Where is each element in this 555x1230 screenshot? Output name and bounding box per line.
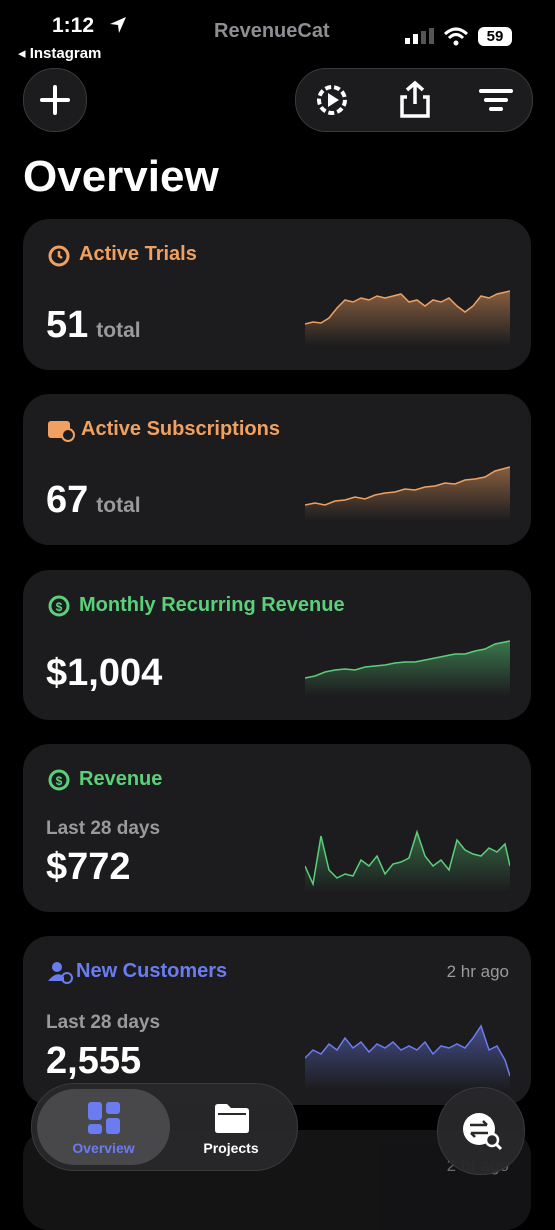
tab-label: Overview <box>72 1140 135 1156</box>
card-value: 67 total <box>46 479 141 522</box>
card-active-subscriptions[interactable]: Active Subscriptions 67 total <box>23 394 531 545</box>
tab-label: Projects <box>203 1140 259 1156</box>
card-mrr[interactable]: $ Monthly Recurring Revenue $1,004 <box>23 570 531 720</box>
tab-overview[interactable]: Overview <box>37 1089 170 1165</box>
sparkline <box>305 466 510 521</box>
card-title: New Customers <box>76 960 228 982</box>
tab-bar: Overview Projects <box>31 1083 298 1171</box>
settings-button[interactable] <box>314 82 350 118</box>
sparkline <box>305 640 510 696</box>
revenue-icon: $ <box>48 769 70 791</box>
signal <box>405 28 434 44</box>
value: 67 <box>46 479 89 521</box>
time: 1:12 <box>52 14 95 37</box>
sparkline <box>305 1024 510 1090</box>
card-title: Revenue <box>79 768 163 790</box>
tab-projects[interactable]: Projects <box>170 1089 292 1165</box>
card-new-customers[interactable]: New Customers 2 hr ago Last 28 days 2,55… <box>23 936 531 1105</box>
search-button[interactable] <box>437 1087 525 1175</box>
plus-icon <box>40 85 70 115</box>
card-title: Active Trials <box>79 243 197 265</box>
filter-button[interactable] <box>478 85 514 115</box>
search-icon <box>463 1113 503 1151</box>
screen: {"status_bar": {"time": "1:12", "back_ap… <box>18 14 533 1230</box>
battery: 59 <box>478 27 512 46</box>
share-button[interactable] <box>397 80 433 120</box>
toolbar <box>295 68 533 132</box>
card-title: Monthly Recurring Revenue <box>79 594 345 616</box>
trials-icon <box>48 245 70 267</box>
card-title: Active Subscriptions <box>81 418 280 440</box>
overview-icon <box>88 1102 120 1134</box>
card-value: 51 total <box>46 304 141 347</box>
unit: total <box>96 319 141 342</box>
value: 51 <box>46 304 89 346</box>
card-active-trials[interactable]: Active Trials 51 total <box>23 219 531 370</box>
back-app: Instagram <box>29 45 102 62</box>
wifi <box>443 27 469 46</box>
card-value: $772 <box>46 846 131 888</box>
unit: total <box>96 494 141 517</box>
svg-text:$: $ <box>56 600 63 614</box>
subscriptions-icon <box>48 421 75 442</box>
card-value: $1,004 <box>46 652 163 694</box>
customers-icon <box>48 962 73 984</box>
updated-time: 2 hr ago <box>446 962 509 981</box>
back-link[interactable]: ◂ Instagram <box>18 45 102 62</box>
svg-text:$: $ <box>56 774 63 788</box>
add-button[interactable] <box>23 68 87 132</box>
card-revenue[interactable]: $ Revenue Last 28 days $772 <box>23 744 531 912</box>
mrr-icon: $ <box>48 595 70 617</box>
projects-icon <box>215 1104 249 1133</box>
sparkline <box>305 829 510 892</box>
sparkline <box>305 290 510 346</box>
card-subtitle: Last 28 days <box>46 1012 161 1033</box>
location-icon <box>110 17 126 33</box>
app-title: RevenueCat <box>214 20 330 42</box>
card-value: 2,555 <box>46 1040 142 1082</box>
card-subtitle: Last 28 days <box>46 818 161 839</box>
page-title: Overview <box>23 152 219 201</box>
